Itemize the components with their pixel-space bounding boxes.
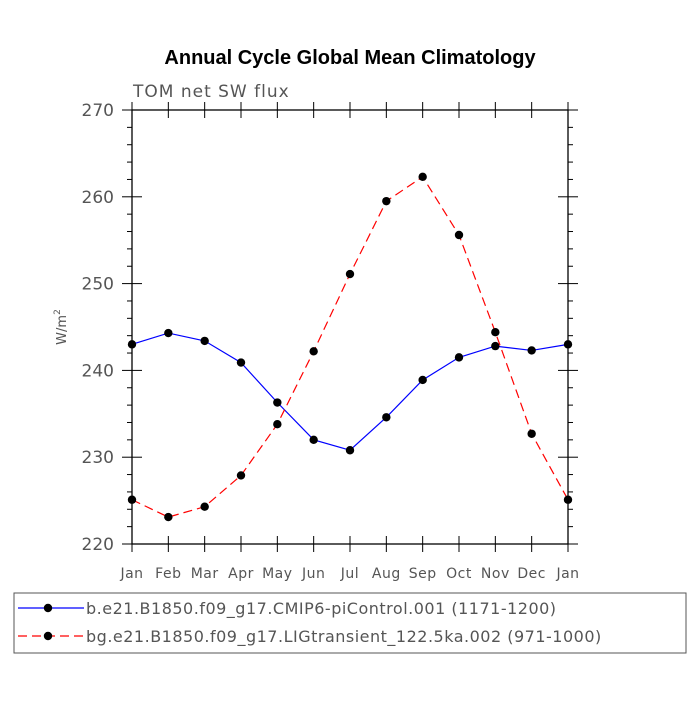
y-axis-label: W/m2	[53, 309, 70, 345]
y-axis-label-superscript: 2	[53, 309, 63, 315]
legend-box	[13, 592, 687, 654]
y-tick-label: 260	[82, 188, 114, 208]
x-tick-label: Oct	[446, 566, 472, 582]
legend-marker-2	[43, 631, 53, 641]
x-tick-label: May	[262, 566, 292, 582]
series-2-point	[345, 269, 355, 279]
series-2-point	[273, 420, 282, 429]
plot-area: 220 230 240 250 260 270 Jan Feb Mar Apr May Jun Jul A…	[53, 101, 579, 582]
y-tick-label: 220	[82, 535, 114, 555]
series-2-point	[127, 495, 137, 504]
plot-frame	[131, 109, 569, 545]
series-2-point	[563, 495, 573, 504]
x-tick-label: Apr	[228, 566, 254, 582]
series-1-point	[418, 375, 427, 385]
x-tick-label: Sep	[409, 566, 437, 582]
series-2-point	[200, 502, 209, 511]
legend-marker-1	[43, 603, 53, 613]
series-2-point	[527, 429, 536, 438]
series-1-point	[127, 340, 137, 349]
x-tick-label: Dec	[517, 566, 546, 582]
series-1-point	[527, 346, 536, 355]
series-1-point	[491, 341, 500, 351]
chart-subtitle: TOM net SW flux	[132, 82, 290, 102]
x-tick-label: Mar	[191, 566, 219, 582]
x-tick-label: Aug	[372, 566, 401, 582]
series-2-point	[164, 512, 173, 522]
series-2-point	[309, 347, 318, 356]
series-1-point	[454, 353, 464, 362]
legend-label-1: b.e21.B1850.f09_g17.CMIP6-piControl.001 …	[86, 599, 557, 619]
x-tick-label: Nov	[481, 566, 510, 582]
y-tick-label: 230	[82, 448, 114, 468]
x-tick-label: Jul	[340, 566, 359, 582]
x-tick-label: Jan	[555, 566, 579, 582]
legend: b.e21.B1850.f09_g17.CMIP6-piControl.001 …	[13, 592, 687, 654]
series-line-1	[131, 332, 569, 451]
y-tick-label: 240	[82, 361, 114, 381]
x-tick-label: Jun	[301, 566, 325, 582]
y-axis-label-text: W/m	[55, 315, 70, 345]
x-tick-label: Jan	[119, 566, 143, 582]
x-tick-label: Feb	[155, 566, 181, 582]
series-1-point	[382, 413, 391, 422]
y-tick-label: 250	[82, 275, 114, 295]
series-2-point	[418, 172, 427, 182]
y-tick-label: 270	[82, 101, 114, 121]
series-2-point	[236, 471, 246, 480]
legend-label-2: bg.e21.B1850.f09_g17.LIGtransient_122.5k…	[86, 627, 602, 647]
series-1-point	[345, 446, 355, 455]
series-1-point	[273, 398, 282, 407]
chart-title: Annual Cycle Global Mean Climatology	[164, 47, 536, 69]
series-1-point	[200, 336, 209, 346]
series-1-point	[563, 340, 573, 349]
series-2-point	[454, 230, 464, 240]
series-1-point	[164, 328, 173, 338]
series-1-point	[309, 435, 318, 445]
series-1-point	[236, 358, 246, 367]
series-2-point	[382, 196, 391, 206]
series-2-point	[491, 328, 500, 337]
